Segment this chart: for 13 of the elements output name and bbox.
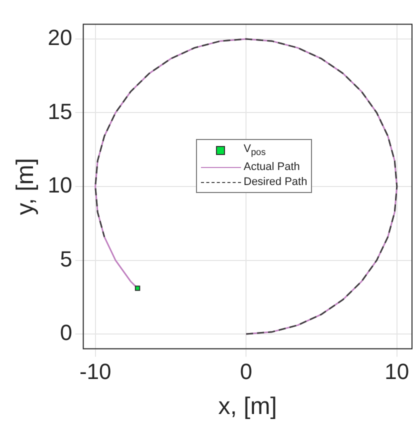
x-tick-label: -10: [79, 359, 112, 384]
y-tick-label: 10: [48, 172, 72, 198]
legend-label: V$_{pos}$: [244, 142, 266, 159]
x-tick-label: 10: [384, 359, 410, 384]
y-axis-title: y, [m]: [12, 158, 40, 215]
legend-label: Desired Path: [244, 174, 308, 190]
x-tick-label: 0: [240, 359, 252, 384]
y-tick-label: 0: [60, 320, 72, 346]
x-axis-title: x, [m]: [218, 393, 277, 420]
y-tick-label: 20: [48, 25, 72, 50]
y-tick-label: 5: [60, 246, 72, 272]
legend-label: Actual Path: [244, 160, 300, 175]
y-tick-label: 15: [48, 98, 72, 124]
